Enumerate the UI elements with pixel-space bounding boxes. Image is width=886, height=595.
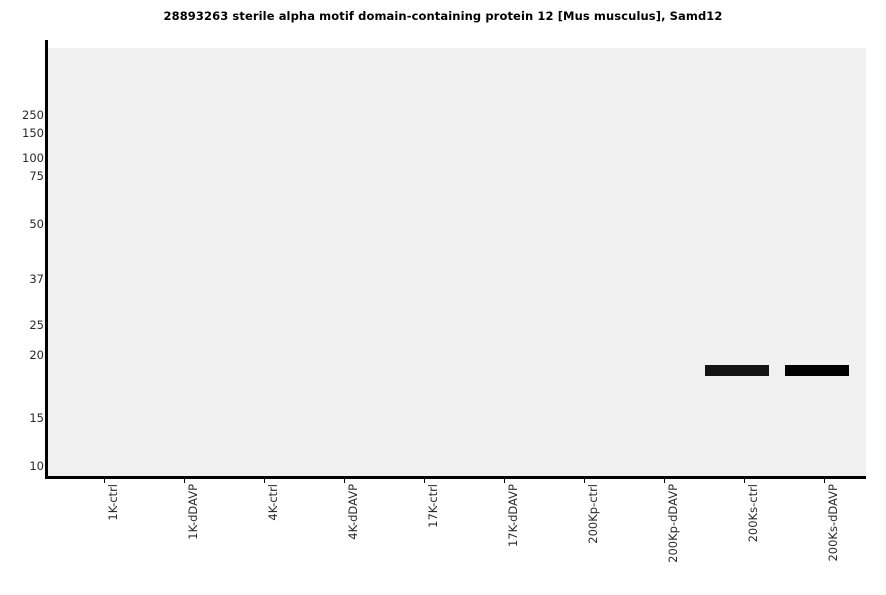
x-axis-tick-mark <box>264 479 265 483</box>
x-axis-tick-label: 200Ks-ctrl <box>746 484 760 543</box>
band-200Ks-dDAVP <box>785 365 849 376</box>
x-axis-tick-label: 1K-ctrl <box>106 484 120 521</box>
x-axis-tick-mark <box>584 479 585 483</box>
y-axis-tick-label: 50 <box>29 217 44 231</box>
x-axis-tick-mark <box>504 479 505 483</box>
band-200Ks-ctrl <box>705 365 769 376</box>
x-axis-tick-mark <box>744 479 745 483</box>
y-axis-tick-label: 75 <box>29 169 44 183</box>
y-axis-tick-labels: 250 150 100 75 50 37 25 20 15 10 <box>0 0 44 595</box>
x-axis-tick-mark <box>424 479 425 483</box>
x-axis-tick-label: 200Kp-ctrl <box>586 484 600 544</box>
x-axis-tick-mark <box>344 479 345 483</box>
y-axis-tick-label: 150 <box>22 126 44 140</box>
y-axis-tick-label: 100 <box>22 151 44 165</box>
x-axis-tick-label: 1K-dDAVP <box>186 484 200 540</box>
x-axis-line <box>45 476 866 479</box>
y-axis-tick-label: 15 <box>29 411 44 425</box>
page-title: 28893263 sterile alpha motif domain-cont… <box>163 9 723 23</box>
y-axis-tick-label: 10 <box>29 459 44 473</box>
y-axis-tick-label: 250 <box>22 108 44 122</box>
x-axis-tick-label: 200Kp-dDAVP <box>666 484 680 563</box>
x-axis-tick-label: 17K-dDAVP <box>506 484 520 548</box>
x-axis-tick-label: 17K-ctrl <box>426 484 440 528</box>
y-axis-tick-label: 37 <box>29 272 44 286</box>
blot-plot-area <box>48 48 866 478</box>
x-axis-tick-label: 200Ks-dDAVP <box>826 484 840 562</box>
y-axis-tick-label: 20 <box>29 348 44 362</box>
y-axis-tick-label: 25 <box>29 318 44 332</box>
x-axis-tick-label: 4K-dDAVP <box>346 484 360 540</box>
y-axis-line <box>45 40 48 478</box>
x-axis-tick-mark <box>184 479 185 483</box>
x-axis-tick-label: 4K-ctrl <box>266 484 280 521</box>
x-axis-tick-mark <box>664 479 665 483</box>
x-axis-tick-mark <box>104 479 105 483</box>
x-axis-tick-mark <box>824 479 825 483</box>
